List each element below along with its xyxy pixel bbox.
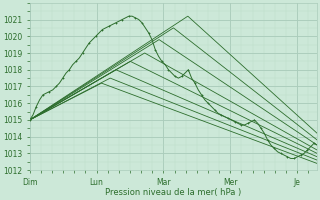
X-axis label: Pression niveau de la mer( hPa ): Pression niveau de la mer( hPa ) [105, 188, 242, 197]
